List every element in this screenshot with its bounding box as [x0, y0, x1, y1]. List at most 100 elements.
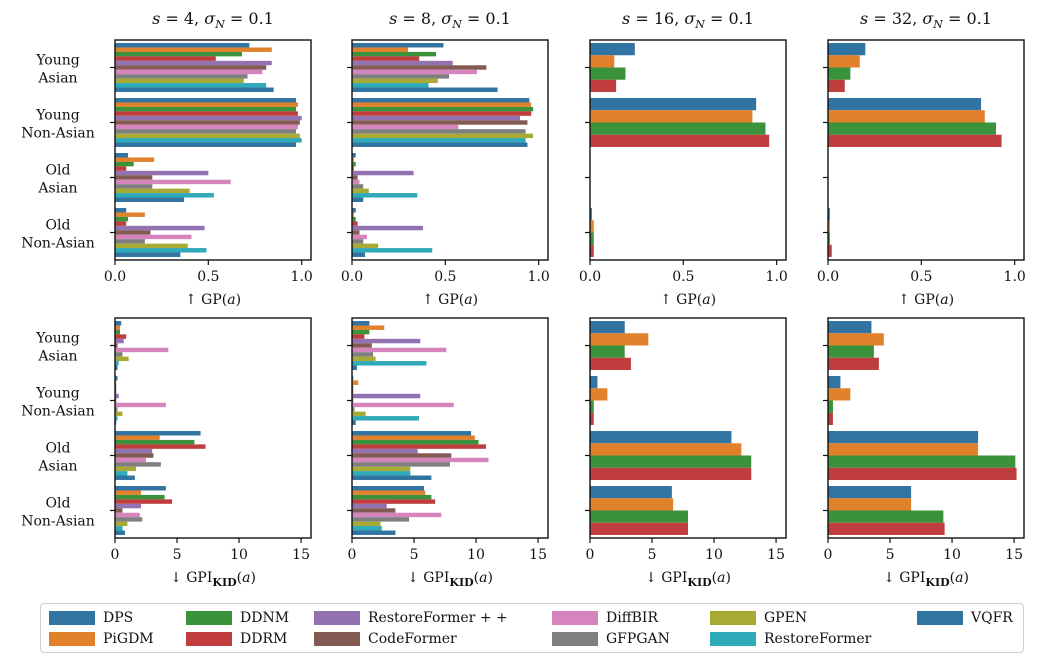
bar-ddnm-cat2 — [352, 106, 534, 112]
bar-ddrm-cat1 — [115, 334, 127, 339]
bar-ddrm-cat1 — [115, 56, 216, 61]
bar-dps-cat2 — [590, 376, 598, 389]
bar-restoreformer--cat1 — [115, 338, 124, 344]
bar-ddnm-cat4 — [352, 216, 356, 222]
bar-diffbir-cat4 — [352, 512, 442, 518]
legend-item-codeformer: CodeFormer — [314, 629, 457, 649]
bar-vqfr-cat1 — [115, 365, 118, 370]
bar-gfpgan-cat2 — [115, 129, 297, 134]
panel-title: s = 32, σN = 0.1 — [860, 9, 992, 31]
bar-ddnm-cat2 — [590, 400, 594, 413]
y-tick-label: Young — [35, 331, 79, 347]
legend-item-restoreformer: RestoreFormer — [710, 629, 871, 649]
bar-ddnm-cat1 — [352, 51, 436, 57]
bar-diffbir-cat3 — [115, 179, 231, 185]
y-tick-label: Old — [46, 218, 71, 234]
x-tick-label: 0.0 — [579, 269, 601, 285]
bar-gfpgan-cat2 — [352, 407, 355, 412]
bar-vqfr-cat1 — [352, 87, 498, 92]
bar-gpen-cat2 — [115, 133, 300, 139]
bar-ddrm-cat3 — [590, 467, 752, 480]
bar-dps-cat1 — [352, 43, 444, 48]
x-axis-label: ↑ GP(a) — [898, 292, 954, 308]
bar-dps-cat1 — [590, 43, 635, 56]
bar-gpen-cat2 — [352, 411, 366, 417]
bar-pigdm-cat1 — [590, 333, 649, 346]
bar-restoreformer-cat4 — [352, 526, 382, 531]
bar-gpen-cat3 — [115, 188, 190, 194]
bar-pigdm-cat2 — [590, 388, 608, 401]
bar-restoreformer-cat1 — [352, 361, 427, 366]
bar-dps-cat3 — [828, 431, 979, 444]
y-tick-label: Non-Asian — [21, 404, 95, 420]
bar-pigdm-cat4 — [828, 220, 830, 233]
bar-dps-cat4 — [352, 486, 424, 491]
bar-vqfr-cat2 — [352, 142, 528, 147]
bar-gpen-cat3 — [352, 188, 369, 194]
bar-restoreformer-cat2 — [115, 416, 118, 421]
bar-codeformer-cat2 — [115, 120, 300, 125]
bar-ddnm-cat3 — [352, 161, 356, 167]
bar-dps-cat4 — [590, 486, 672, 499]
bar-restoreformer--cat1 — [115, 60, 272, 66]
legend-label: VQFR — [971, 610, 1013, 626]
x-axis-label: ↑ GP(a) — [422, 292, 478, 308]
x-tick-label: 0 — [586, 547, 595, 563]
bar-gfpgan-cat4 — [115, 517, 143, 522]
bar-ddrm-cat1 — [590, 357, 631, 370]
bar-ddrm-cat4 — [115, 499, 173, 504]
bar-pigdm-cat4 — [352, 490, 426, 495]
bar-ddnm-cat1 — [590, 67, 626, 80]
bar-ddrm-cat2 — [828, 412, 833, 425]
bar-vqfr-cat3 — [115, 475, 135, 480]
bar-vqfr-cat2 — [352, 420, 356, 425]
legend-swatch — [552, 611, 598, 625]
bar-ddnm-cat2 — [828, 122, 996, 135]
x-tick-label: 1.0 — [528, 269, 550, 285]
x-tick-label: 0 — [111, 547, 120, 563]
bar-pigdm-cat4 — [115, 212, 145, 217]
x-tick-label: 15 — [529, 547, 547, 563]
bar-diffbir-cat3 — [352, 179, 360, 185]
plot-frame — [114, 39, 312, 261]
bar-ddnm-cat4 — [590, 232, 594, 245]
x-tick-label: 0 — [348, 547, 357, 563]
bar-ddnm-cat1 — [352, 329, 370, 335]
bar-pigdm-cat3 — [115, 157, 155, 162]
panel-title: s = 16, σN = 0.1 — [622, 9, 754, 31]
bar-diffbir-cat1 — [352, 69, 478, 75]
bar-dps-cat4 — [828, 486, 912, 499]
bar-gpen-cat3 — [115, 466, 137, 472]
bar-dps-cat1 — [115, 43, 250, 48]
legend-item-gfpgan: GFPGAN — [552, 629, 670, 649]
bar-ddnm-cat4 — [352, 494, 432, 500]
bar-restoreformer-cat2 — [352, 416, 419, 421]
bar-diffbir-cat2 — [352, 402, 454, 408]
bar-restoreformer-cat2 — [352, 138, 526, 143]
bar-vqfr-cat1 — [352, 365, 357, 370]
bar-pigdm-cat2 — [590, 110, 753, 123]
bar-diffbir-cat2 — [115, 402, 166, 408]
x-tick-label: 0.5 — [434, 269, 456, 285]
bar-pigdm-cat3 — [352, 157, 354, 162]
x-tick-label: 0.0 — [817, 269, 839, 285]
bar-restoreformer--cat2 — [352, 393, 421, 399]
bar-ddnm-cat3 — [115, 439, 195, 445]
bar-restoreformer--cat4 — [352, 225, 423, 231]
bar-dps-cat4 — [115, 486, 166, 491]
legend-swatch — [186, 611, 232, 625]
bar-pigdm-cat2 — [352, 102, 532, 107]
bar-restoreformer-cat4 — [352, 248, 433, 253]
bar-diffbir-cat2 — [352, 124, 459, 130]
y-tick-label: Old — [46, 441, 71, 457]
plot-frame — [351, 39, 549, 261]
y-tick-label: Asian — [37, 459, 77, 475]
bar-dps-cat4 — [115, 208, 127, 213]
bar-diffbir-cat4 — [115, 512, 140, 518]
bar-dps-cat2 — [590, 98, 757, 111]
x-tick-label: 0.5 — [197, 269, 219, 285]
y-tick-label: Old — [46, 496, 71, 512]
x-tick-label: 0.5 — [672, 269, 694, 285]
bar-restoreformer-cat1 — [115, 361, 119, 366]
legend-item-ddnm: DDNM — [186, 608, 289, 628]
